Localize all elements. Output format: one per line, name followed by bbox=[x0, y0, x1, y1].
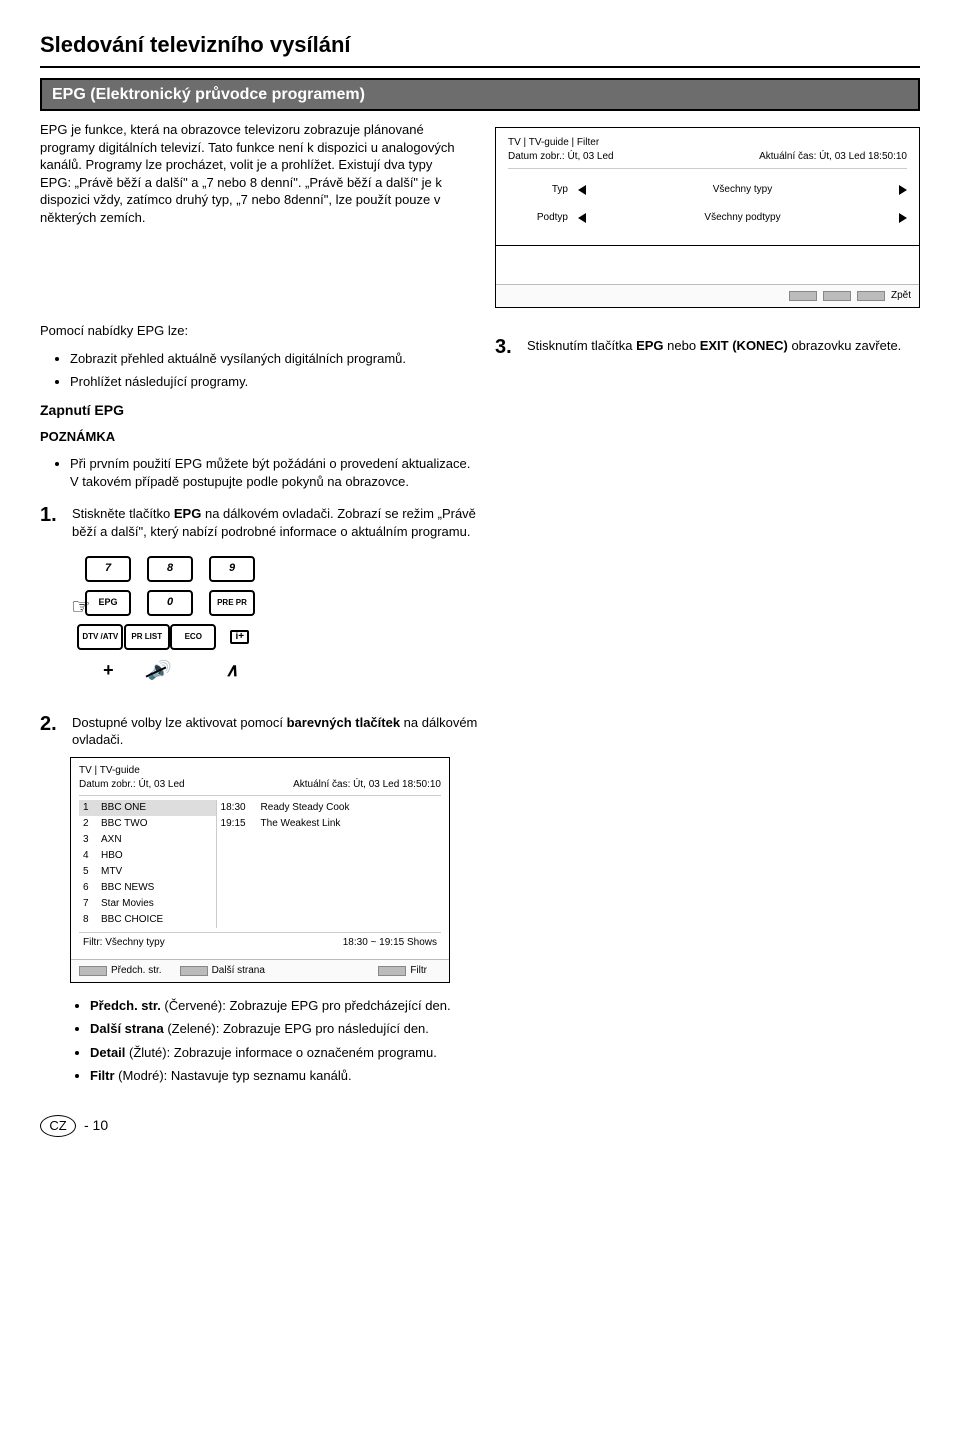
blue-button[interactable] bbox=[378, 966, 406, 976]
color-desc: Předch. str. (Červené): Zobrazuje EPG pr… bbox=[90, 997, 480, 1015]
section-title: EPG (Elektronický průvodce programem) bbox=[40, 78, 920, 112]
footer-filter: Filtr bbox=[410, 964, 427, 978]
guide-shows-label: 18:30 ~ 19:15 Shows bbox=[343, 936, 437, 950]
right-arrow-icon[interactable] bbox=[899, 185, 907, 195]
intro-text: EPG je funkce, která na obrazovce televi… bbox=[40, 121, 465, 226]
zapnuti-heading: Zapnutí EPG bbox=[40, 401, 465, 420]
remote-key-mute[interactable]: 🔊 bbox=[147, 658, 193, 684]
step-number: 1. bbox=[40, 502, 64, 540]
filter-date: Datum zobr.: Út, 03 Led bbox=[508, 150, 614, 164]
remote-figure: 7 8 9 ☞ EPG 0 PRE PR DTV /ATV PR LIST EC… bbox=[70, 549, 270, 699]
step-text: Stisknutím tlačítka EPG nebo EXIT (KONEC… bbox=[527, 334, 920, 361]
filter-row-label: Typ bbox=[508, 183, 578, 197]
remote-key-8[interactable]: 8 bbox=[147, 556, 193, 582]
guide-channel-row[interactable]: 8BBC CHOICE bbox=[79, 912, 216, 928]
guide-channel-row[interactable]: 4HBO bbox=[79, 848, 216, 864]
filter-time: Aktuální čas: Út, 03 Led 18:50:10 bbox=[759, 150, 907, 164]
remote-key-up[interactable]: ∧ bbox=[209, 658, 255, 684]
guide-filter-label: Filtr: Všechny typy bbox=[83, 936, 165, 950]
color-desc: Filtr (Modré): Nastavuje typ seznamu kan… bbox=[90, 1067, 480, 1085]
guide-channel-row[interactable]: 7Star Movies bbox=[79, 896, 216, 912]
page-footer: CZ - 10 bbox=[40, 1115, 920, 1137]
color-button[interactable] bbox=[823, 291, 851, 301]
guide-channel-row[interactable]: 5MTV bbox=[79, 864, 216, 880]
guide-program-row[interactable]: 19:15The Weakest Link bbox=[217, 816, 441, 832]
remote-key-pr-list[interactable]: PR LIST bbox=[124, 624, 170, 650]
footer-prev: Předch. str. bbox=[111, 964, 162, 978]
color-desc: Detail (Žluté): Zobrazuje informace o oz… bbox=[90, 1044, 480, 1062]
filter-row-value: Všechny podtypy bbox=[604, 211, 881, 225]
color-desc: Další strana (Zelené): Zobrazuje EPG pro… bbox=[90, 1020, 480, 1038]
menu-item: Zobrazit přehled aktuálně vysílaných dig… bbox=[70, 350, 465, 368]
right-arrow-icon[interactable] bbox=[899, 213, 907, 223]
hand-pointer-icon: ☞ bbox=[71, 592, 91, 622]
remote-key-prepr[interactable]: PRE PR bbox=[209, 590, 255, 616]
filter-row-label: Podtyp bbox=[508, 211, 578, 225]
guide-channel-row[interactable]: 3AXN bbox=[79, 832, 216, 848]
note-heading: POZNÁMKA bbox=[40, 428, 480, 446]
guide-date: Datum zobr.: Út, 03 Led bbox=[79, 778, 185, 792]
remote-key-eco[interactable]: ECO bbox=[170, 624, 216, 650]
left-arrow-icon[interactable] bbox=[578, 213, 586, 223]
guide-channel-row[interactable]: 1BBC ONE bbox=[79, 800, 216, 816]
guide-osd: TV | TV-guide Datum zobr.: Út, 03 Led Ak… bbox=[70, 757, 450, 983]
filter-row-value: Všechny typy bbox=[604, 183, 881, 197]
guide-channel-row[interactable]: 2BBC TWO bbox=[79, 816, 216, 832]
remote-key-dtv-atv[interactable]: DTV /ATV bbox=[77, 624, 123, 650]
guide-crumb: TV | TV-guide bbox=[79, 764, 185, 778]
step-text: Dostupné volby lze aktivovat pomocí bare… bbox=[72, 711, 480, 749]
guide-time: Aktuální čas: Út, 03 Led 18:50:10 bbox=[293, 778, 441, 792]
page-title: Sledování televizního vysílání bbox=[40, 30, 920, 68]
remote-key-7[interactable]: 7 bbox=[85, 556, 131, 582]
filter-osd: TV | TV-guide | Filter Datum zobr.: Út, … bbox=[495, 127, 920, 308]
green-button[interactable] bbox=[180, 966, 208, 976]
color-button[interactable] bbox=[857, 291, 885, 301]
page-number: - 10 bbox=[84, 1116, 108, 1135]
remote-key-0[interactable]: 0 bbox=[147, 590, 193, 616]
filter-crumb: TV | TV-guide | Filter bbox=[508, 136, 614, 150]
remote-key-9[interactable]: 9 bbox=[209, 556, 255, 582]
left-arrow-icon[interactable] bbox=[578, 185, 586, 195]
step-text: Stiskněte tlačítko EPG na dálkovém ovlad… bbox=[72, 502, 480, 540]
note-item: Při prvním použití EPG můžete být požádá… bbox=[70, 455, 480, 490]
language-badge: CZ bbox=[40, 1115, 76, 1137]
guide-program-row[interactable]: 18:30Ready Steady Cook bbox=[217, 800, 441, 816]
red-button[interactable] bbox=[79, 966, 107, 976]
guide-channel-row[interactable]: 6BBC NEWS bbox=[79, 880, 216, 896]
remote-key-epg[interactable]: EPG bbox=[85, 590, 131, 616]
color-button[interactable] bbox=[789, 291, 817, 301]
remote-key-info[interactable]: i+ bbox=[217, 624, 263, 650]
remote-key-plus[interactable]: + bbox=[85, 658, 131, 684]
menu-item: Prohlížet následující programy. bbox=[70, 373, 465, 391]
menu-intro: Pomocí nabídky EPG lze: bbox=[40, 322, 465, 340]
step-number: 3. bbox=[495, 334, 519, 361]
back-label: Zpět bbox=[891, 289, 911, 303]
step-number: 2. bbox=[40, 711, 64, 749]
footer-next: Další strana bbox=[212, 964, 265, 978]
